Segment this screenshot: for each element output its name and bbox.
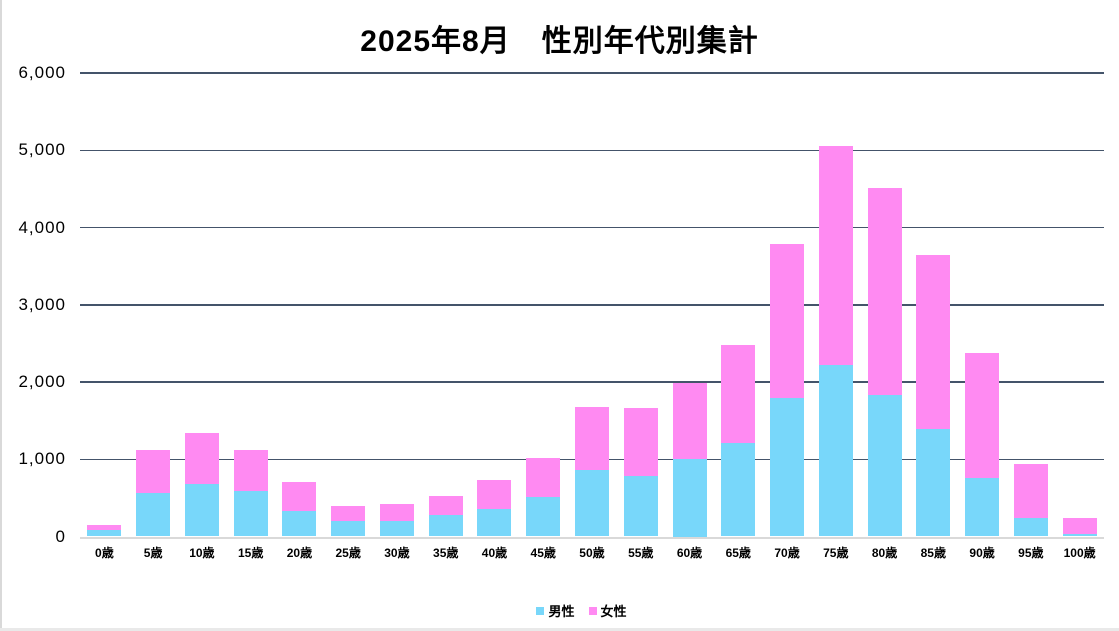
x-axis-label: 45歳 — [530, 545, 556, 560]
bar-segment-male — [184, 483, 219, 537]
bar-segment-male — [1013, 517, 1048, 537]
x-axis-label: 100歳 — [1063, 545, 1096, 560]
chart-title: 2025年8月 性別年代別集計 — [360, 25, 759, 58]
legend-label: 男性 — [548, 604, 575, 619]
bar-segment-female — [184, 432, 219, 484]
chart-bottom-edge — [0, 628, 1119, 631]
bar-segment-male — [477, 508, 512, 537]
bar-segment-female — [1013, 464, 1048, 518]
bar-segment-male — [818, 365, 853, 537]
bar-segment-female — [721, 344, 756, 443]
bar-segment-male — [379, 520, 414, 537]
bar-segment-male — [770, 398, 805, 537]
x-axis-label: 55歳 — [628, 545, 654, 560]
bar-segment-female — [965, 353, 1000, 479]
bar-segment-male — [721, 443, 756, 537]
y-axis-label: 4,000 — [18, 217, 66, 237]
x-axis-label: 30歳 — [384, 545, 410, 560]
x-axis-label: 60歳 — [676, 545, 703, 560]
bar-segment-male — [428, 514, 463, 537]
legend-swatch-male — [536, 606, 545, 615]
bar-segment-female — [867, 188, 902, 396]
bar-segment-female — [672, 382, 707, 460]
bar-segment-female — [575, 406, 609, 471]
y-axis-label: 2,000 — [18, 372, 66, 391]
bar-segment-male — [575, 470, 609, 537]
x-axis-line — [80, 536, 1104, 539]
bar-segment-female — [477, 480, 512, 509]
gridline — [80, 72, 1104, 74]
legend-item-male: 男性 — [536, 601, 575, 620]
legend-item-female: 女性 — [588, 601, 627, 620]
bar-segment-female — [818, 146, 853, 365]
y-axis-label: 1,000 — [18, 449, 66, 469]
x-axis-label: 40歳 — [481, 545, 508, 560]
x-axis-label: 35歳 — [433, 545, 459, 560]
x-axis-label: 90歳 — [969, 545, 995, 560]
bar-segment-male — [136, 493, 171, 537]
bar-segment-female — [428, 495, 463, 515]
legend-swatch-female — [588, 606, 597, 615]
x-axis-label: 70歳 — [774, 545, 800, 560]
bar-segment-male — [87, 530, 122, 537]
bar-segment-female — [282, 482, 317, 511]
y-axis-label: 3,000 — [18, 294, 66, 314]
x-axis-label: 80歳 — [871, 545, 898, 560]
bar-segment-female — [1062, 518, 1097, 535]
gridline — [80, 149, 1104, 151]
gridline — [80, 381, 1104, 383]
bar-segment-male — [526, 497, 561, 537]
bar-segment-male — [1062, 534, 1097, 537]
x-axis-label: 75歳 — [823, 545, 849, 560]
bar-segment-male — [867, 395, 902, 537]
bar-segment-male — [623, 476, 658, 537]
x-axis-label: 20歳 — [286, 545, 313, 560]
bar-segment-female — [136, 449, 171, 494]
x-axis-label: 0歳 — [95, 545, 114, 560]
bar-segment-female — [526, 457, 561, 498]
x-axis-label: 15歳 — [237, 545, 264, 560]
bar-segment-female — [623, 408, 658, 477]
bar-segment-female — [233, 449, 268, 491]
bar-segment-male — [916, 429, 951, 537]
x-axis-label: 85歳 — [920, 545, 946, 560]
y-axis-label: 0 — [55, 526, 66, 546]
y-axis-label: 5,000 — [18, 140, 66, 160]
x-axis-label: 95歳 — [1018, 545, 1044, 560]
bar-segment-male — [965, 478, 1000, 537]
x-axis-label: 65歳 — [725, 545, 751, 560]
bar-segment-female — [379, 503, 414, 521]
y-axis-label: 6,000 — [18, 63, 66, 82]
legend-label: 女性 — [600, 604, 627, 619]
x-axis-label: 5歳 — [143, 545, 163, 560]
bar-segment-female — [87, 524, 122, 531]
bar-segment-female — [770, 243, 805, 399]
bar-segment-male — [672, 459, 707, 537]
bar-segment-female — [331, 505, 366, 522]
x-axis-label: 50歳 — [579, 545, 605, 560]
x-axis-label: 25歳 — [335, 545, 361, 560]
bar-segment-male — [233, 490, 268, 537]
gridline — [80, 304, 1104, 306]
bar-segment-female — [916, 254, 951, 430]
legend: 男性 女性 — [22, 601, 1119, 620]
x-axis-label: 10歳 — [189, 545, 215, 560]
gridline — [80, 226, 1104, 229]
bar-segment-male — [282, 510, 317, 537]
bar-segment-male — [331, 521, 366, 537]
